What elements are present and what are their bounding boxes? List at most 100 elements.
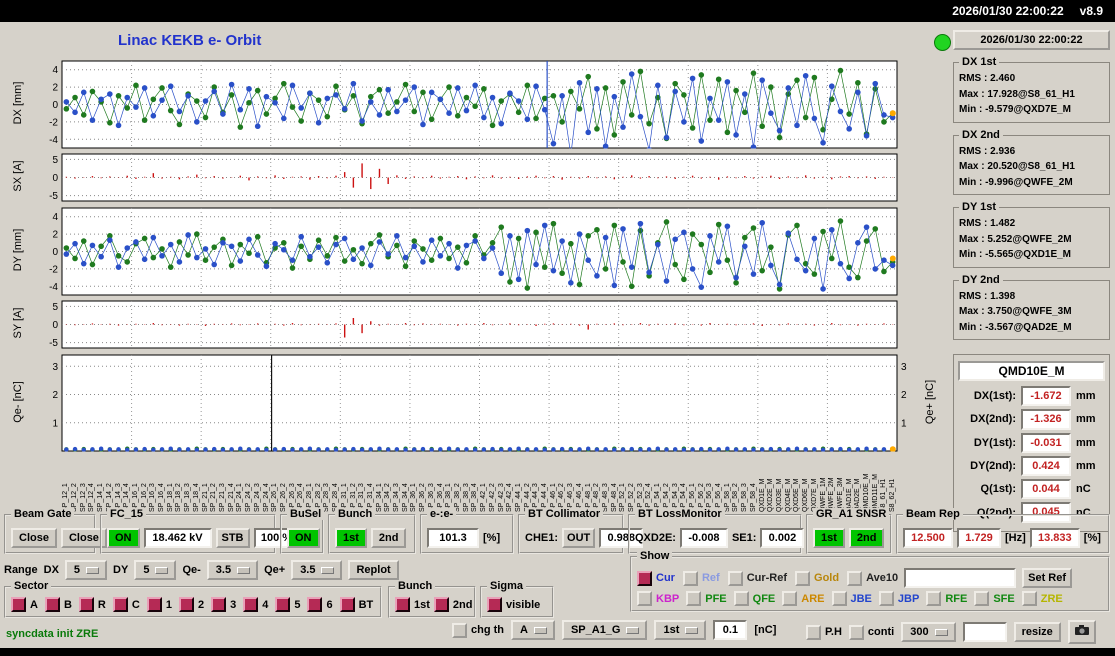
bpm-label: QXD4E_M (784, 478, 792, 512)
bt-collimator-group: BT Collimator CHE1: OUT 0.988 (518, 508, 644, 554)
threshold-unit: [nC] (754, 624, 777, 637)
fc15-kv-value: 18.462 kV (143, 528, 212, 549)
sector-checkbox-4[interactable] (243, 597, 259, 612)
stat-box-dy-2nd: DY 2nd RMS : 1.398 Max : 3.750@QWFE_3M Min … (953, 273, 1110, 340)
sector-item-c: C (112, 597, 140, 612)
sector-checkbox-3[interactable] (211, 597, 227, 612)
show-checkbox-kbp[interactable] (637, 591, 652, 607)
bpm-label: QXD1E_M (758, 478, 766, 512)
stat-title: DX 2nd (959, 128, 1003, 141)
sector-checkbox-1[interactable] (146, 597, 162, 612)
show-label-ave10: Ave10 (866, 572, 899, 585)
svg-text:1: 1 (901, 418, 907, 429)
range-dx-value: 5 (73, 564, 81, 577)
monitor-row-unit: mm (1076, 413, 1096, 426)
chart-qe: 3 2 1 3 2 1 (52, 354, 907, 452)
sector-checkbox-a[interactable] (11, 597, 26, 612)
beam-gate-close-2-button[interactable]: Close (60, 528, 107, 549)
sp-a1-g-select[interactable]: SP_A1_G (561, 620, 648, 641)
show-checkbox-ave10[interactable] (847, 570, 863, 586)
fc15-stb-button[interactable]: STB (215, 528, 250, 549)
show-checkbox-ref[interactable] (682, 570, 698, 586)
sector-a-select[interactable]: A (511, 620, 555, 641)
svg-text:0: 0 (52, 100, 58, 111)
fc15-on-button[interactable]: ON (107, 528, 140, 549)
chg-th-checkbox[interactable] (452, 622, 467, 638)
show-label: Show (637, 550, 673, 562)
show-checkbox-sfe[interactable] (974, 591, 990, 607)
bpm-label: QXD2E_M (767, 478, 775, 512)
sector-checkbox-5[interactable] (275, 597, 291, 612)
resize-button[interactable]: resize (1013, 622, 1061, 643)
show-checkbox-cur[interactable] (637, 570, 652, 586)
bpm-label: SP_18_4 (192, 483, 200, 512)
stat-line: Max : 20.520@S8_61_H1 (959, 161, 1075, 172)
sector-checkbox-c[interactable] (112, 597, 128, 612)
sector-checkbox-6[interactable] (307, 597, 323, 612)
busel-on-button[interactable]: ON (287, 528, 320, 549)
threshold-field[interactable]: 0.1 (713, 620, 748, 641)
bpm-label: SP_52_3 (636, 483, 644, 512)
fc15-label: FC_15 (107, 508, 147, 520)
gr-a1-1st-button[interactable]: 1st (813, 528, 845, 549)
sector-checkbox-b[interactable] (44, 597, 60, 612)
bpm-label: SP_56_1 (688, 483, 696, 512)
range-dx-select[interactable]: 5 (64, 560, 108, 581)
blank-input[interactable] (962, 622, 1007, 643)
show-checkbox-pfe[interactable] (686, 591, 702, 607)
show-checkbox-are[interactable] (782, 591, 798, 607)
show-checkbox-cur-ref[interactable] (727, 570, 743, 586)
bunch-select-value: 1st (663, 624, 680, 637)
replot-button[interactable]: Replot (348, 560, 399, 581)
beam-gate-close-1-button[interactable]: Close (11, 528, 57, 549)
gr-a1-2nd-button[interactable]: 2nd (848, 528, 885, 549)
bpm-label: SP_31_2 (349, 483, 357, 512)
show-checkbox-rfe[interactable] (926, 591, 942, 607)
bunch-1st-button[interactable]: 1st (335, 528, 367, 549)
stat-title: DY 1st (959, 201, 1000, 213)
show-checkbox-zre[interactable] (1021, 591, 1037, 607)
sector-checkbox-2[interactable] (178, 597, 194, 612)
bunch-1st-select[interactable]: 1st (654, 620, 707, 641)
monitor-row: DY(1st): -0.031 mm (958, 432, 1105, 453)
range-qe-plus-select[interactable]: 3.5 (291, 560, 343, 581)
bunch-2nd-checkbox[interactable] (433, 597, 449, 612)
sigma-visible-checkbox[interactable] (487, 597, 502, 612)
sector-checkbox-bt[interactable] (339, 597, 355, 612)
sector-checkbox-label: 5 (294, 598, 301, 611)
ref-name-input[interactable] (904, 568, 1017, 589)
range-dy-select[interactable]: 5 (134, 560, 177, 581)
bunch-1st-checkbox[interactable] (395, 597, 410, 612)
ph-checkbox[interactable] (806, 624, 821, 640)
camera-button[interactable] (1067, 620, 1096, 645)
stat-line: Max : 3.750@QWFE_3M (959, 306, 1072, 317)
bpm-label: SP_12_1 (62, 483, 70, 512)
che1-out-button[interactable]: OUT (562, 528, 596, 549)
show-checkbox-jbp[interactable] (878, 591, 894, 607)
bpm-label: SP_16_2 (140, 483, 148, 512)
show-checkbox-jbe[interactable] (831, 591, 847, 607)
set-ref-button[interactable]: Set Ref (1022, 568, 1073, 589)
show-checkbox-gold[interactable] (795, 570, 811, 586)
bunch-1st-checkbox-label: 1st (414, 598, 430, 611)
bunch-2nd-button[interactable]: 2nd (370, 528, 407, 549)
show-checkbox-qfe[interactable] (733, 591, 749, 607)
bpm-label: QMD11E_M (871, 474, 879, 512)
bpm-label: SP_56_2 (697, 483, 705, 512)
range-qe-minus-select[interactable]: 3.5 (206, 560, 259, 581)
sector-checkbox-r[interactable] (78, 597, 94, 612)
bpm-label: SP_48_1 (584, 483, 592, 512)
bpm-label: QWFE_1M (819, 477, 827, 512)
stat-line: RMS : 2.460 (959, 73, 1016, 84)
bpm-label: SP_44_1 (514, 483, 522, 512)
bpm-label: SP_38_3 (462, 483, 470, 512)
bpm-label: SP_16_4 (158, 483, 166, 512)
interval-select[interactable]: 300 (901, 622, 956, 643)
status-light-icon (934, 34, 951, 51)
bottom-row-right: P.H conti 300 resize (806, 620, 1096, 645)
sector-checkbox-label: BT (358, 598, 374, 611)
status-message: syncdata init ZRE (6, 628, 99, 640)
conti-checkbox[interactable] (848, 624, 864, 640)
range-dy-value: 5 (143, 564, 150, 577)
svg-text:4: 4 (52, 65, 58, 76)
